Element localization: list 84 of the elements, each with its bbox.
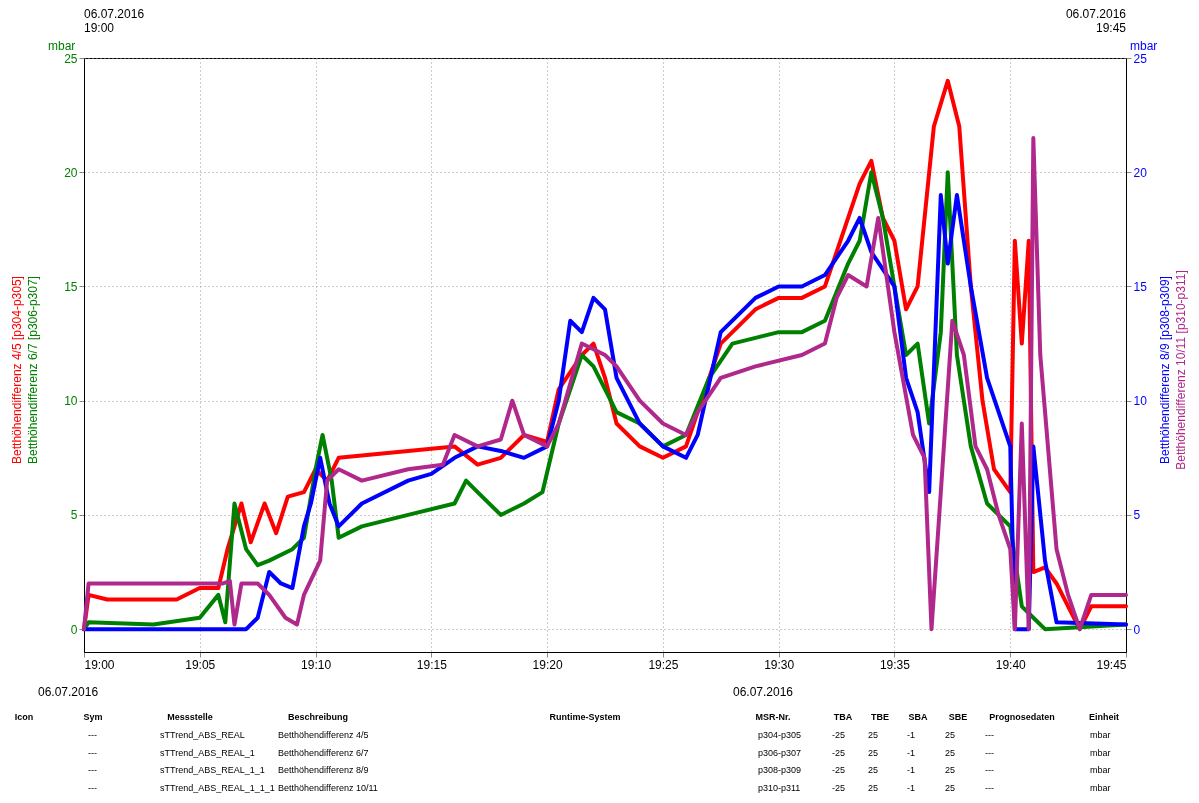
- y-axis-title: mbar: [48, 39, 76, 53]
- text: mbar: [1090, 765, 1111, 775]
- text: Betthöhendifferenz 8/9 [p308-p309]: [1158, 276, 1172, 464]
- y2-axis-title: mbar: [1130, 39, 1158, 53]
- text: 06.07.2016: [38, 685, 99, 699]
- text: 25: [868, 730, 879, 740]
- y2-tick-label: 5: [1133, 508, 1141, 523]
- y-tick-label: 10: [64, 394, 78, 409]
- text: Sym: [83, 712, 103, 722]
- text: Messstelle: [167, 712, 213, 722]
- text: -25: [832, 748, 846, 758]
- text: Runtime-System: [549, 712, 621, 722]
- text: -1: [907, 730, 916, 740]
- text: ---: [985, 748, 994, 758]
- text: Betthöhendifferenz 4/5 [p304-p305]: [10, 276, 24, 464]
- text: -25: [832, 730, 846, 740]
- text: TBA: [833, 712, 853, 722]
- y-tick-label: 15: [64, 279, 78, 294]
- text: -25: [832, 765, 846, 775]
- text: ---: [985, 730, 994, 740]
- x-tick-label: 19:15: [416, 657, 448, 672]
- text: Einheit: [1088, 712, 1120, 722]
- x-tick-label: 19:05: [185, 657, 216, 672]
- text: SBE: [948, 712, 968, 722]
- text: Betthöhendifferenz 8/9: [278, 765, 369, 775]
- x-tick-label: 19:25: [648, 657, 679, 672]
- text: 25: [945, 748, 956, 758]
- y-tick-label: 0: [70, 622, 78, 637]
- text: p310-p311: [758, 783, 801, 793]
- text: Beschreibung: [287, 712, 349, 722]
- y2-tick-label: 0: [1133, 622, 1141, 637]
- y-tick-label: 25: [64, 51, 78, 66]
- y2-tick-label: 15: [1133, 279, 1148, 294]
- text: -1: [907, 783, 916, 793]
- text: ---: [88, 748, 97, 758]
- text: Prognosedaten: [989, 712, 1055, 722]
- text: mbar: [1090, 748, 1111, 758]
- y2-tick-label: 25: [1133, 51, 1148, 66]
- text: ---: [88, 730, 97, 740]
- x-tick-label: 19:35: [879, 657, 911, 672]
- text: ---: [985, 765, 994, 775]
- x-tick-label: 19:45: [1096, 657, 1127, 672]
- text: -25: [832, 783, 846, 793]
- text: Betthöhendifferenz 6/7: [278, 748, 369, 758]
- text: sTTrend_ABS_REAL_1_1_1: [160, 783, 275, 793]
- text: 25: [868, 783, 879, 793]
- text: SBA: [908, 712, 928, 722]
- text: 06.07.2016 19:00: [84, 7, 145, 35]
- x-tick-label: 19:00: [84, 657, 115, 672]
- text: -1: [907, 765, 916, 775]
- text: p304-p305: [758, 730, 802, 740]
- text: sTTrend_ABS_REAL_1: [160, 748, 255, 758]
- text: mbar: [1090, 783, 1111, 793]
- text: 25: [868, 748, 879, 758]
- text: p306-p307: [758, 748, 802, 758]
- text: ---: [88, 783, 97, 793]
- text: MSR-Nr.: [755, 712, 791, 722]
- text: ---: [985, 783, 994, 793]
- text: ---: [88, 765, 97, 775]
- text: mbar: [1090, 730, 1111, 740]
- text: Betthöhendifferenz 10/11 [p310-p311]: [1174, 270, 1188, 470]
- text: p308-p309: [758, 765, 802, 775]
- text: 06.07.2016 19:45: [1065, 7, 1127, 35]
- text: Icon: [14, 712, 34, 722]
- x-tick-label: 19:10: [301, 657, 332, 672]
- text: 06.07.2016: [732, 685, 794, 699]
- y-tick-label: 20: [64, 165, 78, 180]
- y2-tick-label: 10: [1133, 394, 1148, 409]
- y-tick-label: 5: [70, 508, 78, 523]
- text: Betthöhendifferenz 6/7 [p306-p307]: [26, 276, 40, 464]
- text: 25: [945, 730, 956, 740]
- text: 25: [945, 783, 956, 793]
- text: TBE: [871, 712, 889, 722]
- text: 25: [868, 765, 879, 775]
- x-tick-label: 19:20: [532, 657, 563, 672]
- text: sTTrend_ABS_REAL_1_1: [160, 765, 265, 775]
- x-tick-label: 19:30: [764, 657, 795, 672]
- text: -1: [907, 748, 916, 758]
- x-tick-label: 19:40: [995, 657, 1027, 672]
- text: 25: [945, 765, 956, 775]
- y2-tick-label: 20: [1133, 165, 1148, 180]
- text: sTTrend_ABS_REAL: [160, 730, 245, 740]
- text: Betthöhendifferenz 4/5: [278, 730, 369, 740]
- text: Betthöhendifferenz 10/11: [278, 783, 378, 793]
